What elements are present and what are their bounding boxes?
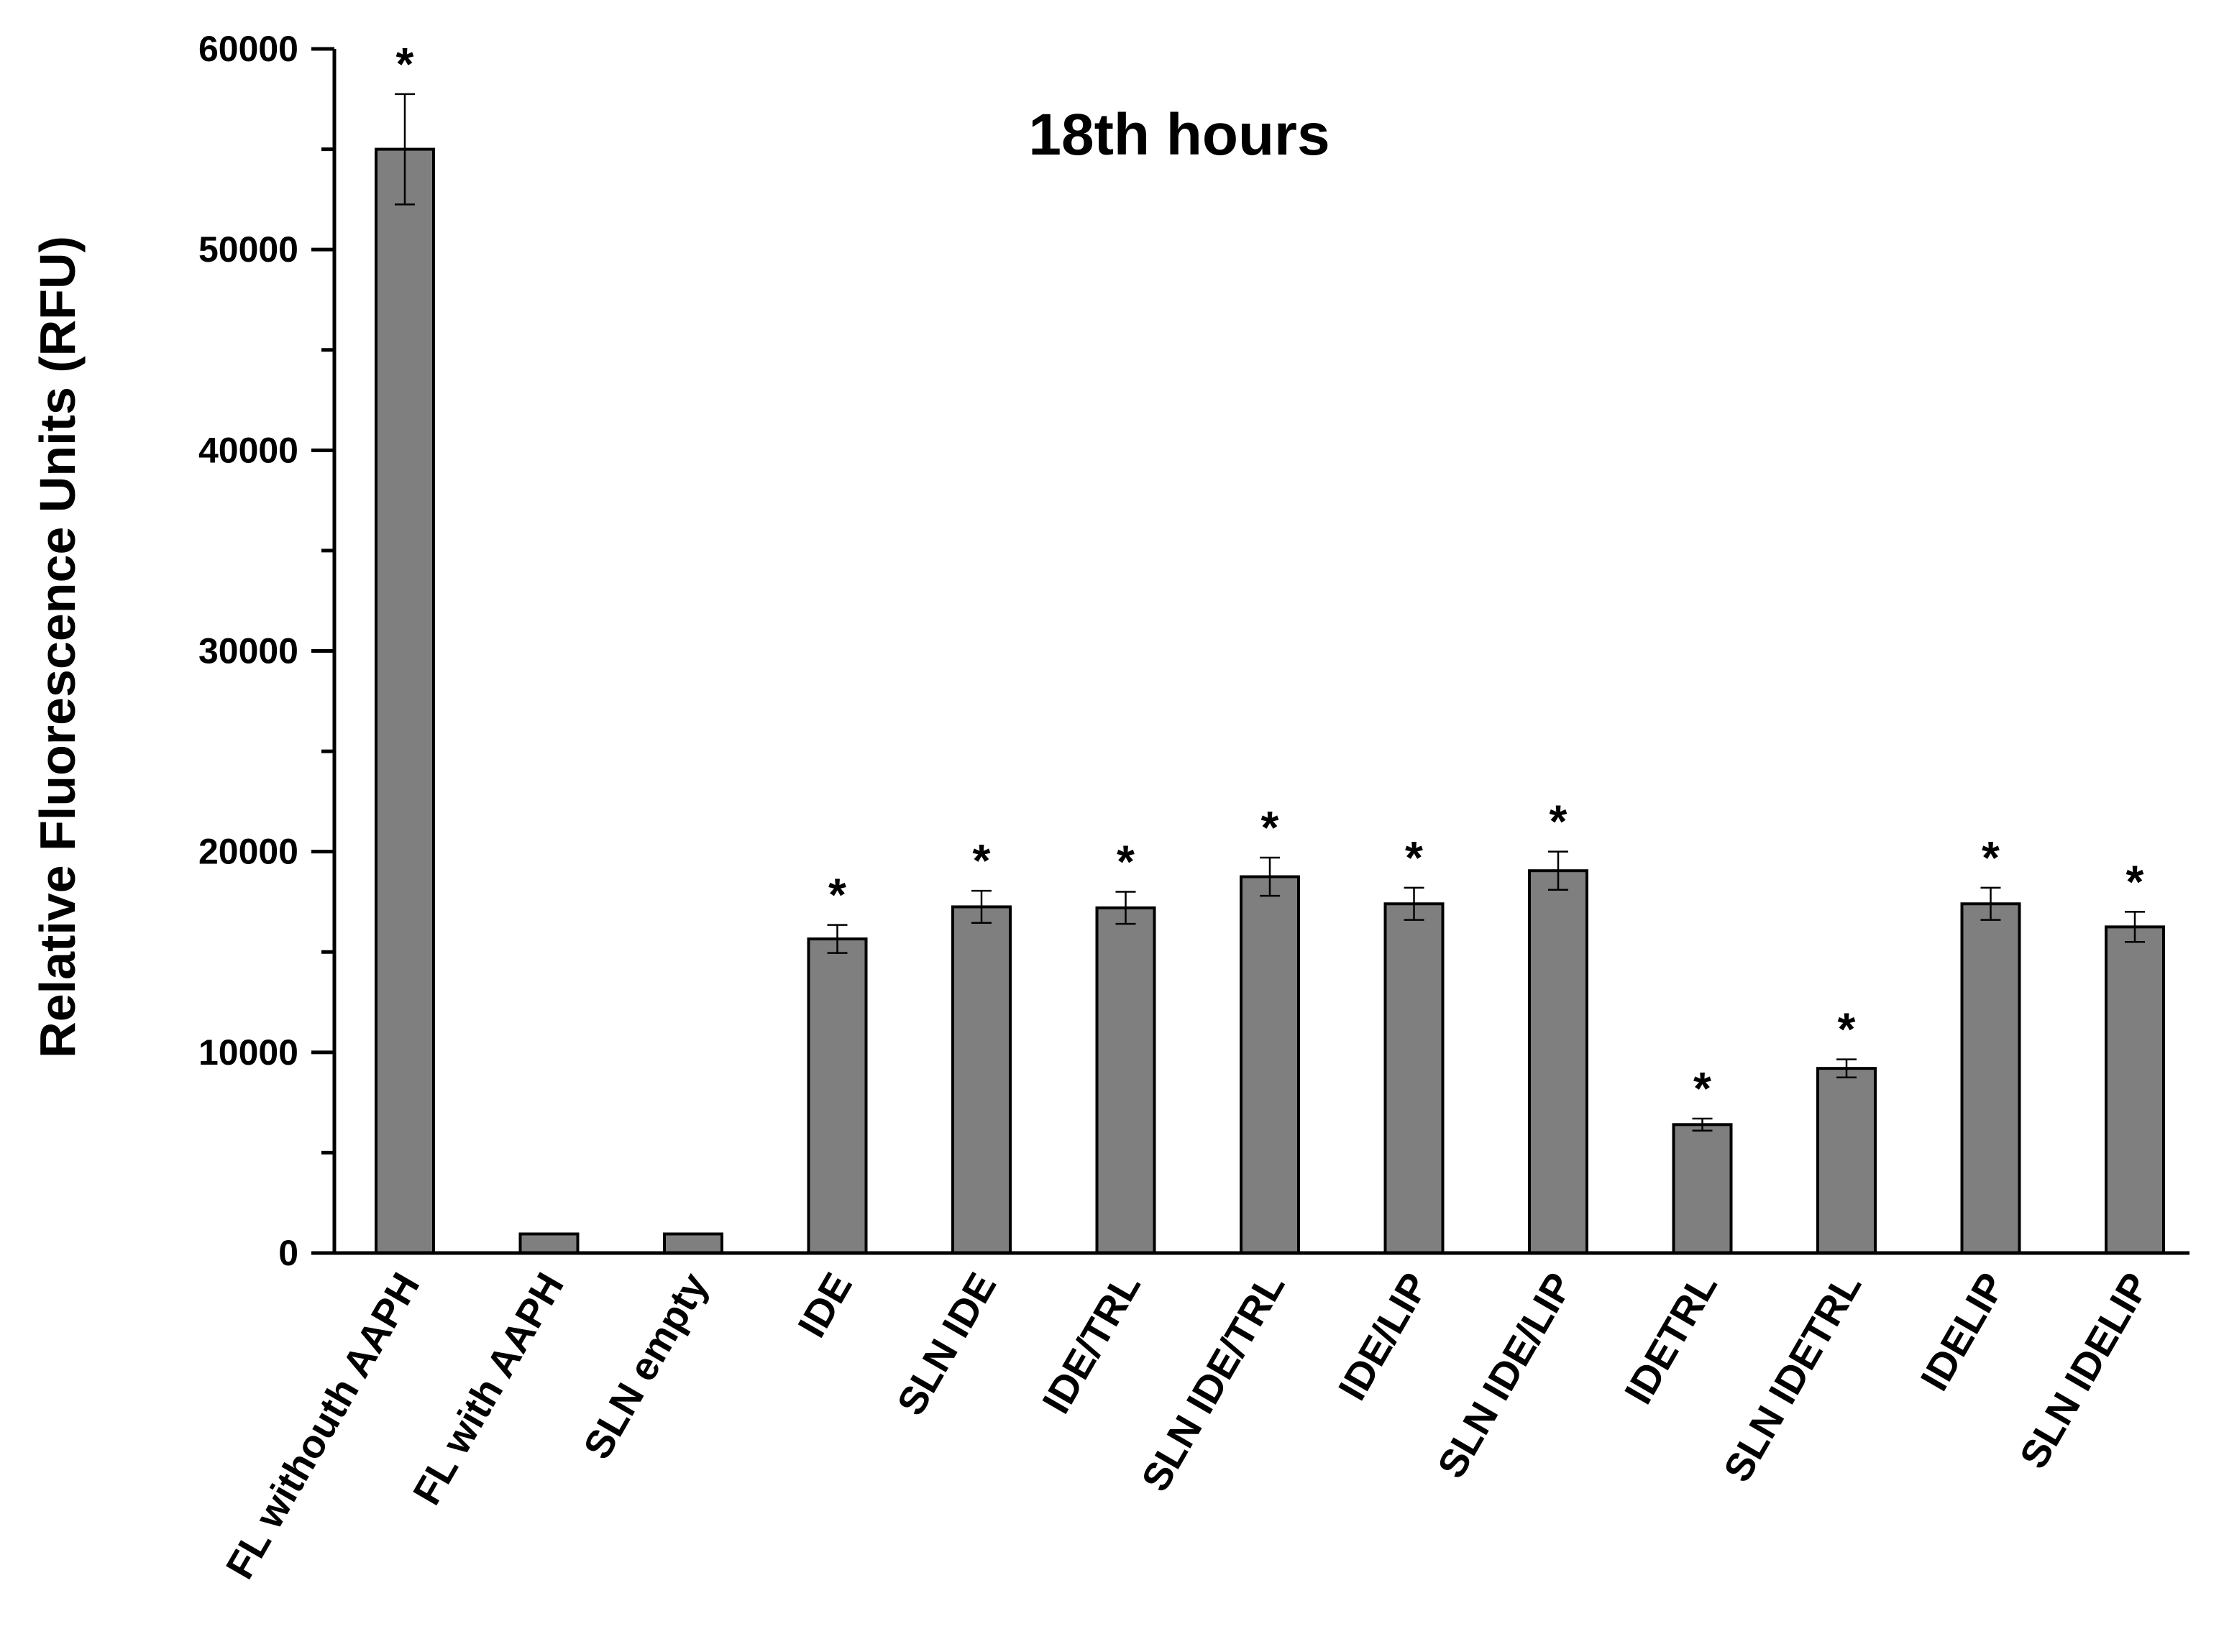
significance-markers: * * * * * * * * * * * bbox=[396, 38, 2144, 1114]
x-tick-label: IDE bbox=[789, 1265, 861, 1344]
bar bbox=[2105, 925, 2165, 1254]
x-tick-label: FL with AAPH bbox=[404, 1265, 572, 1512]
bar bbox=[1383, 902, 1445, 1254]
x-tick-label: IDE/LIP bbox=[1330, 1265, 1437, 1408]
x-tick-label: SLN IDELIP bbox=[2010, 1265, 2158, 1476]
significance-star: * bbox=[2126, 855, 2144, 907]
y-axis-ticks: 0 10000 20000 30000 40000 50000 60000 bbox=[198, 29, 334, 1273]
bar bbox=[1528, 869, 1588, 1254]
bar bbox=[1816, 1067, 1877, 1254]
bar bbox=[951, 905, 1012, 1254]
bars bbox=[375, 147, 2165, 1255]
y-tick-label: 10000 bbox=[198, 1032, 298, 1073]
x-tick-label: IDELIP bbox=[1912, 1265, 2014, 1398]
significance-star: * bbox=[1982, 832, 2000, 884]
x-tick-label: SLN IDETRL bbox=[1715, 1265, 1870, 1489]
x-tick-label: FL withouth AAPH bbox=[217, 1265, 429, 1586]
significance-star: * bbox=[828, 869, 846, 921]
y-tick-label: 60000 bbox=[198, 29, 298, 69]
bar bbox=[1095, 906, 1156, 1255]
significance-star: * bbox=[1550, 796, 1568, 848]
significance-star: * bbox=[396, 38, 414, 90]
significance-star: * bbox=[1405, 832, 1423, 884]
x-tick-label: SLN IDE/TRL bbox=[1132, 1265, 1293, 1499]
error-bars bbox=[395, 93, 2145, 1132]
significance-star: * bbox=[973, 835, 991, 886]
y-tick-label: 40000 bbox=[198, 430, 298, 470]
significance-star: * bbox=[1261, 802, 1279, 853]
bar bbox=[807, 937, 868, 1254]
y-tick-label: 50000 bbox=[198, 229, 298, 270]
bar bbox=[375, 147, 435, 1254]
y-tick-label: 30000 bbox=[198, 631, 298, 671]
y-tick-label: 20000 bbox=[198, 832, 298, 872]
y-axis-label: Relative Fluorescence Units (RFU) bbox=[29, 236, 86, 1058]
x-tick-label: IDE/TRL bbox=[1033, 1265, 1149, 1421]
bar bbox=[1960, 902, 2021, 1254]
significance-star: * bbox=[1838, 1004, 1856, 1055]
significance-star: * bbox=[1117, 836, 1135, 888]
x-tick-label: SLN IDE bbox=[888, 1265, 1005, 1423]
bar bbox=[1672, 1123, 1733, 1255]
x-tick-label: SLN IDE/LIP bbox=[1429, 1265, 1582, 1485]
bar bbox=[663, 1232, 723, 1254]
bar bbox=[1240, 875, 1300, 1254]
x-tick-label: SLN empty bbox=[575, 1265, 717, 1467]
significance-star: * bbox=[1693, 1063, 1711, 1114]
x-tick-label: IDETRL bbox=[1616, 1265, 1726, 1411]
bar bbox=[518, 1232, 580, 1254]
y-tick-label: 0 bbox=[278, 1233, 298, 1273]
chart-title: 18th hours bbox=[1028, 102, 1330, 168]
